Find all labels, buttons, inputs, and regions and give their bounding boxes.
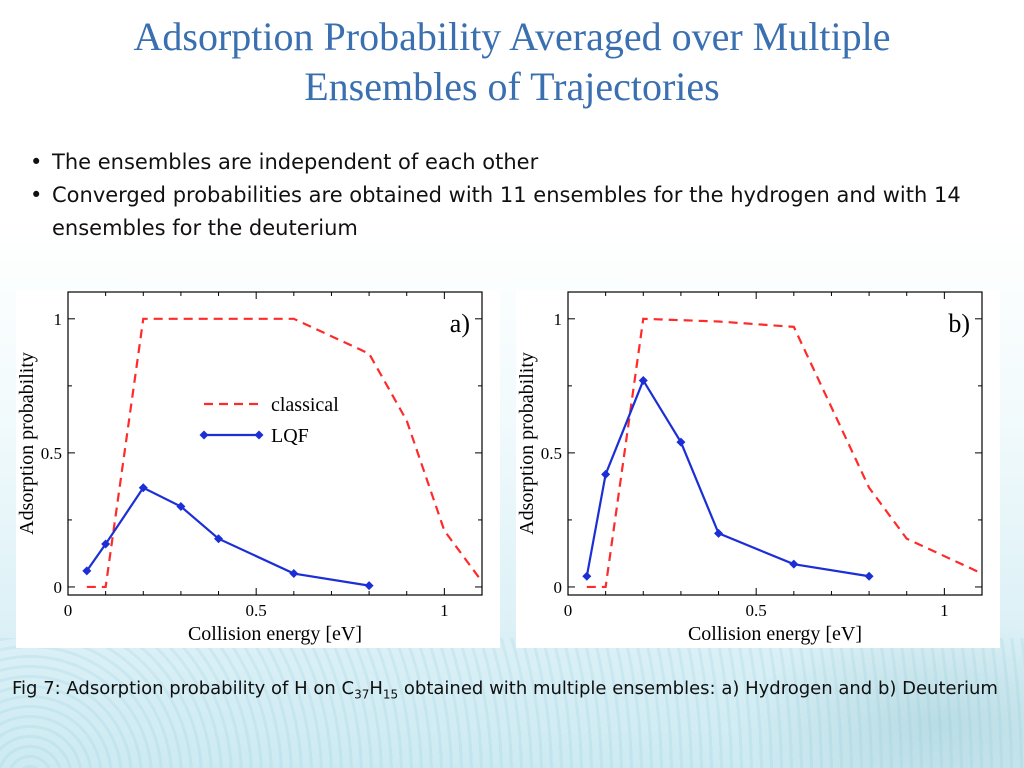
- caption-prefix: Fig 7: Adsorption probability of H on C: [12, 678, 355, 699]
- chart-b: 0 0.5 1 0 0.5 1 Collision energy [eV] Adsorptio…: [516, 291, 983, 645]
- x-axis-label: Collision energy [eV]: [688, 623, 862, 645]
- panel-label: b): [948, 309, 970, 338]
- lqf-data-point: [676, 437, 686, 447]
- lqf-data-point: [601, 469, 611, 479]
- y-tick-label: 1: [554, 310, 563, 329]
- lqf-data-point: [364, 581, 374, 591]
- legend-classical-label: classical: [271, 394, 339, 416]
- lqf-data-point: [582, 571, 592, 581]
- bullet-text: The ensembles are independent of each ot…: [52, 150, 539, 174]
- title-line-1: Adsorption Probability Averaged over Mul…: [133, 14, 891, 59]
- y-tick-label: 0: [554, 578, 563, 597]
- panel-label: a): [450, 309, 470, 338]
- x-axis-label: Collision energy [eV]: [188, 623, 362, 645]
- bullet-text: Converged probabilities are obtained wit…: [52, 183, 961, 240]
- series-classical-line: [86, 317, 483, 589]
- lqf-data-point: [714, 528, 724, 538]
- legend-lqf-marker: [199, 430, 209, 440]
- lqf-data-point: [214, 534, 224, 544]
- x-tick-label: 0: [64, 601, 73, 620]
- lqf-data-point: [176, 502, 186, 512]
- figure-caption: Fig 7: Adsorption probability of H on C3…: [12, 675, 1017, 709]
- chart-a: 0 0.5 1 0 0.5 1 Collision energy [eV] Adsorptio…: [16, 291, 483, 645]
- x-tick-label: 1: [940, 601, 949, 620]
- wave-background: [0, 638, 1024, 768]
- series-classical-line: [586, 317, 983, 589]
- slide-title: Adsorption Probability Averaged over Mul…: [0, 12, 1024, 112]
- lqf-data-point: [138, 483, 148, 493]
- bullet-list: • The ensembles are independent of each …: [30, 146, 1010, 245]
- lqf-data-point: [101, 539, 111, 549]
- x-tick-label: 0.5: [246, 601, 267, 620]
- x-tick-label: 0.5: [746, 601, 767, 620]
- lqf-data-point: [289, 569, 299, 579]
- caption-suffix: obtained with multiple ensembles: a) Hyd…: [398, 678, 998, 699]
- lqf-data-point: [789, 559, 799, 569]
- y-tick-label: 0.5: [541, 444, 562, 463]
- bullet-dot-icon: •: [30, 183, 43, 207]
- x-tick-label: 0: [564, 601, 573, 620]
- bullet-item: • Converged probabilities are obtained w…: [30, 179, 1010, 245]
- chart-panel-b: 0 0.5 1 0 0.5 1 Collision energy [eV] Adsorptio…: [516, 290, 1000, 648]
- caption-sub-37: 37: [354, 687, 370, 702]
- y-axis-label: Adsorption probability: [16, 352, 38, 535]
- lqf-data-point: [638, 375, 648, 385]
- x-tick-label: 1: [440, 601, 449, 620]
- y-tick-label: 0.5: [41, 444, 62, 463]
- bullet-item: • The ensembles are independent of each …: [30, 146, 1010, 179]
- lqf-data-point: [82, 566, 92, 576]
- y-tick-label: 0: [54, 578, 63, 597]
- chart-panel-a: 0 0.5 1 0 0.5 1 Collision energy [eV] Adsorptio…: [16, 290, 500, 648]
- plot-frame: [67, 291, 483, 596]
- bullet-dot-icon: •: [30, 150, 43, 174]
- caption-mid: H: [369, 678, 383, 699]
- legend-lqf-label: LQF: [271, 425, 309, 447]
- plot-frame: [567, 291, 983, 596]
- title-line-2: Ensembles of Trajectories: [304, 64, 720, 109]
- y-axis-label: Adsorption probability: [516, 352, 538, 535]
- lqf-data-point: [864, 571, 874, 581]
- y-tick-label: 1: [54, 310, 63, 329]
- caption-sub-15: 15: [382, 687, 399, 702]
- legend-lqf-marker: [254, 430, 264, 440]
